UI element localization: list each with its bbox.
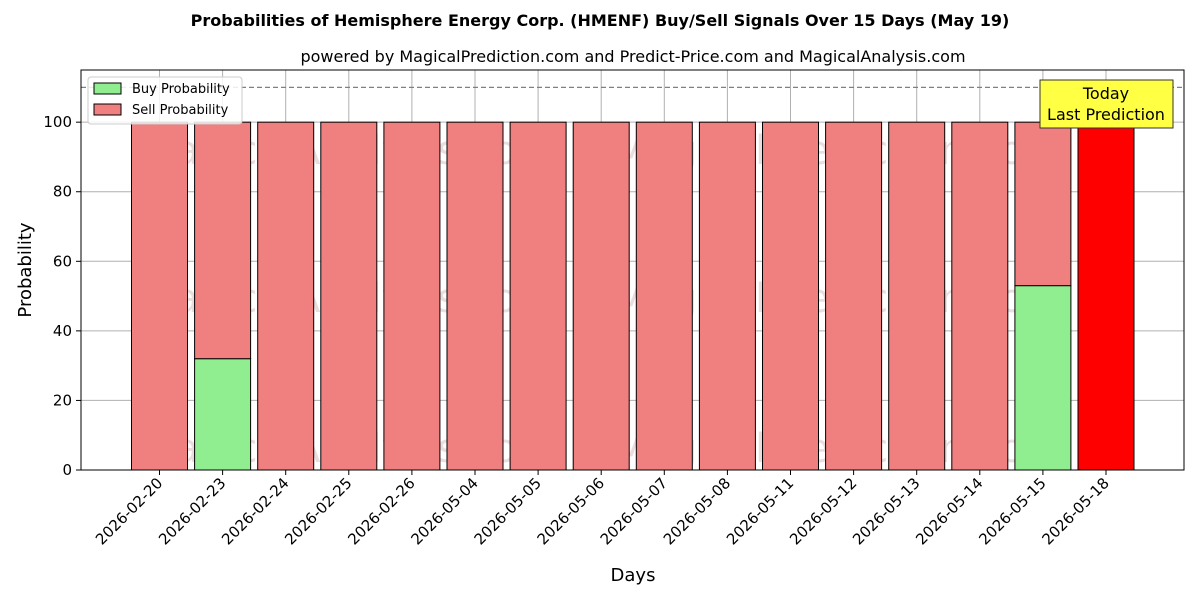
legend-label: Buy Probability: [132, 82, 230, 97]
legend-box: [87, 76, 243, 125]
sell-bar: [762, 121, 819, 471]
x-tick-label: 2026-02-26: [344, 474, 418, 548]
x-axis: 2026-02-202026-02-232026-02-242026-02-25…: [92, 470, 1113, 548]
today-annotation: Today Last Prediction: [1039, 79, 1174, 129]
x-tick-label: 2026-02-23: [155, 474, 229, 548]
sell-bar: [320, 121, 378, 471]
y-tick-label: 0: [62, 461, 72, 479]
sell-bar: [1077, 121, 1135, 471]
sell-bar: [572, 121, 630, 471]
annotation-line: Last Prediction: [1047, 105, 1165, 124]
legend-swatch: [93, 103, 122, 116]
sell-bar: [698, 121, 756, 471]
sell-bar: [1014, 121, 1072, 287]
x-tick-label: 2026-05-12: [786, 474, 860, 548]
x-tick-label: 2026-05-11: [723, 474, 797, 548]
y-axis: 0 20 40 60 80 100: [43, 113, 81, 479]
annotation-box: [1039, 79, 1174, 129]
x-tick-label: 2026-05-13: [849, 474, 923, 548]
x-tick-label: 2026-02-24: [218, 474, 292, 548]
legend-label: Sell Probability: [132, 103, 229, 118]
sell-bar: [888, 121, 946, 471]
x-tick-label: 2026-02-20: [92, 474, 166, 548]
y-tick-label: 60: [53, 252, 72, 270]
x-tick-label: 2026-05-08: [660, 474, 734, 548]
chart-subtitle: powered by MagicalPrediction.com and Pre…: [300, 47, 965, 66]
y-tick-label: 100: [43, 113, 72, 131]
y-axis-label: Probability: [15, 222, 36, 317]
y-tick-label: 80: [53, 183, 72, 201]
y-tick-label: 20: [53, 391, 72, 409]
x-tick-label: 2026-05-15: [975, 474, 1049, 548]
chart-title: Probabilities of Hemisphere Energy Corp.…: [191, 11, 1010, 30]
x-tick-label: 2026-05-04: [407, 474, 481, 548]
y-tick-label: 40: [53, 322, 72, 340]
legend-swatch: [93, 82, 122, 95]
sell-bar: [635, 121, 693, 471]
sell-bar: [825, 121, 883, 471]
x-tick-label: 2026-05-18: [1038, 474, 1112, 548]
sell-bar: [194, 121, 252, 360]
bars: [131, 121, 1135, 471]
legend: Buy Probability Sell Probability: [87, 76, 243, 125]
sell-bar: [131, 121, 188, 471]
buy-bar: [1014, 285, 1072, 471]
annotation-line: Today: [1082, 84, 1129, 103]
sell-bar: [951, 121, 1009, 471]
x-tick-label: 2026-02-25: [281, 474, 355, 548]
sell-bar: [509, 121, 567, 471]
x-tick-label: 2026-05-06: [534, 474, 608, 548]
sell-bar: [383, 121, 441, 471]
x-tick-label: 2026-05-14: [912, 474, 986, 548]
x-tick-label: 2026-05-05: [471, 474, 545, 548]
sell-bar: [257, 121, 315, 471]
x-tick-label: 2026-05-07: [597, 474, 671, 548]
plot-frame: [80, 69, 1185, 471]
x-axis-label: Days: [611, 565, 656, 586]
buy-bar: [194, 358, 252, 471]
sell-bar: [446, 121, 504, 471]
